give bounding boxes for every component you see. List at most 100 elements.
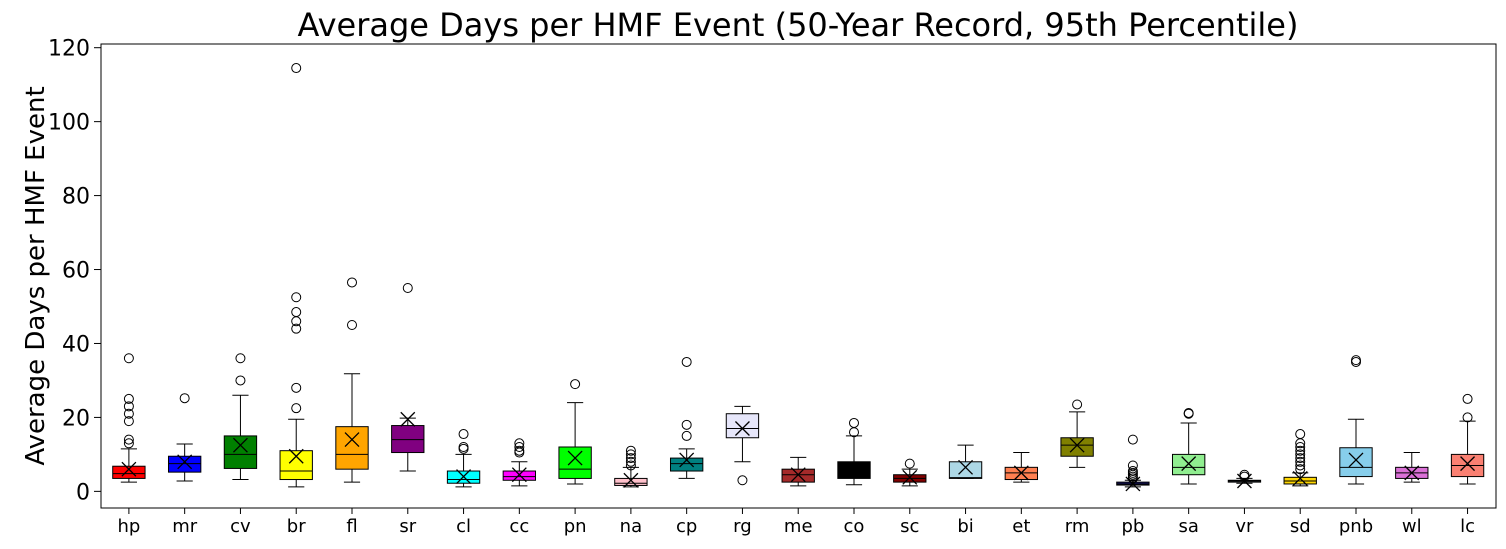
box-iqr	[1339, 447, 1373, 478]
outlier-point	[848, 417, 859, 428]
outlier-point	[1183, 408, 1194, 419]
x-tick-label: mr	[172, 516, 198, 537]
mean-marker	[344, 432, 360, 448]
outlier-point	[1295, 460, 1306, 471]
outlier-point	[123, 438, 134, 449]
mean-marker	[1348, 452, 1364, 468]
outlier-point	[346, 277, 357, 288]
plot-frame	[100, 43, 1497, 509]
x-tick-label: cp	[676, 516, 697, 537]
x-tick-label: sa	[1178, 516, 1198, 537]
mean-marker	[288, 448, 304, 464]
mean-marker	[121, 461, 137, 477]
outlier-point	[1295, 429, 1306, 440]
outlier-point	[1295, 445, 1306, 456]
outlier-point	[291, 63, 302, 74]
box-iqr	[335, 426, 369, 470]
mean-marker	[1404, 465, 1420, 481]
box-vr	[1227, 469, 1262, 489]
y-tick-label: 120	[48, 37, 90, 62]
y-tick-label: 60	[62, 259, 90, 284]
box-iqr	[223, 435, 258, 469]
x-tick-label: me	[784, 516, 813, 537]
outlier-point	[291, 382, 302, 393]
y-tick-label: 40	[62, 332, 90, 357]
outlier-point	[1350, 355, 1361, 366]
x-tick-label: hp	[117, 516, 140, 537]
mean-marker	[1236, 473, 1252, 489]
outlier-point	[514, 445, 525, 456]
mean-marker	[734, 421, 750, 436]
outlier-point	[402, 283, 413, 294]
box-wl	[1395, 452, 1429, 483]
outlier-point	[681, 430, 692, 441]
outlier-point	[123, 353, 134, 364]
box-cp	[669, 356, 704, 479]
y-axis-label: Average Days per HMF Event	[21, 86, 51, 465]
outlier-point	[179, 393, 190, 404]
x-tick-label: sd	[1290, 516, 1311, 537]
mean-marker	[1292, 470, 1308, 486]
mean-marker	[958, 459, 974, 475]
box-rm	[1060, 399, 1094, 468]
outlier-point	[625, 460, 636, 471]
x-tick-label: rm	[1065, 516, 1090, 537]
y-tick-label: 80	[62, 185, 90, 210]
mean-marker	[567, 450, 583, 466]
x-tick-label: et	[1012, 516, 1030, 537]
outlier-point	[458, 441, 469, 452]
mean-marker	[623, 472, 639, 488]
outlier-point	[848, 427, 859, 438]
mean-marker	[400, 411, 416, 427]
box-me	[781, 456, 815, 487]
outlier-point	[123, 416, 134, 427]
box-sr	[391, 283, 425, 472]
box-iqr	[837, 461, 871, 479]
x-tick-label: pnb	[1339, 516, 1373, 537]
x-tick-label: fl	[346, 516, 357, 537]
outlier-point	[1072, 399, 1083, 410]
box-iqr	[1060, 437, 1094, 457]
mean-marker	[679, 452, 695, 468]
y-tick-label: 100	[48, 111, 90, 136]
mean-marker	[1069, 437, 1085, 453]
box-et	[1004, 452, 1039, 483]
box-iqr	[112, 465, 146, 479]
outlier-point	[904, 458, 915, 469]
outlier-point	[1295, 441, 1306, 452]
outlier-point	[1295, 453, 1306, 464]
outlier-point	[291, 307, 302, 318]
outlier-point	[123, 434, 134, 445]
outlier-point	[625, 445, 636, 456]
box-sc	[893, 458, 927, 487]
x-tick-label: sc	[900, 516, 919, 537]
mean-marker	[790, 467, 806, 483]
box-iqr	[781, 468, 815, 483]
y-tick-label: 20	[62, 406, 90, 431]
x-tick-label: bi	[957, 516, 973, 537]
outlier-point	[123, 408, 134, 419]
box-iqr	[948, 461, 983, 479]
box-iqr	[279, 450, 313, 481]
mean-marker	[1125, 476, 1141, 492]
box-pb	[1116, 434, 1150, 492]
box-co	[837, 417, 871, 486]
outlier-point	[1127, 434, 1138, 445]
x-tick-label: cc	[509, 516, 529, 537]
box-bi	[948, 444, 983, 479]
box-lc	[1450, 393, 1485, 485]
mean-marker	[1460, 456, 1476, 472]
outlier-point	[235, 375, 246, 386]
outlier-point	[737, 475, 748, 486]
x-tick-label: rg	[733, 516, 752, 537]
box-iqr	[1171, 453, 1206, 476]
x-tick-label: vr	[1235, 516, 1254, 537]
outlier-point	[1239, 469, 1250, 480]
x-tick-label: na	[620, 516, 642, 537]
plot-area: 0 20 40 60 80 100 120 hp mr cv br fl sr cl cc pn na cp rg m…	[48, 37, 1485, 537]
outlier-point	[291, 403, 302, 414]
box-sd	[1283, 429, 1317, 487]
outlier-point	[1462, 393, 1473, 404]
